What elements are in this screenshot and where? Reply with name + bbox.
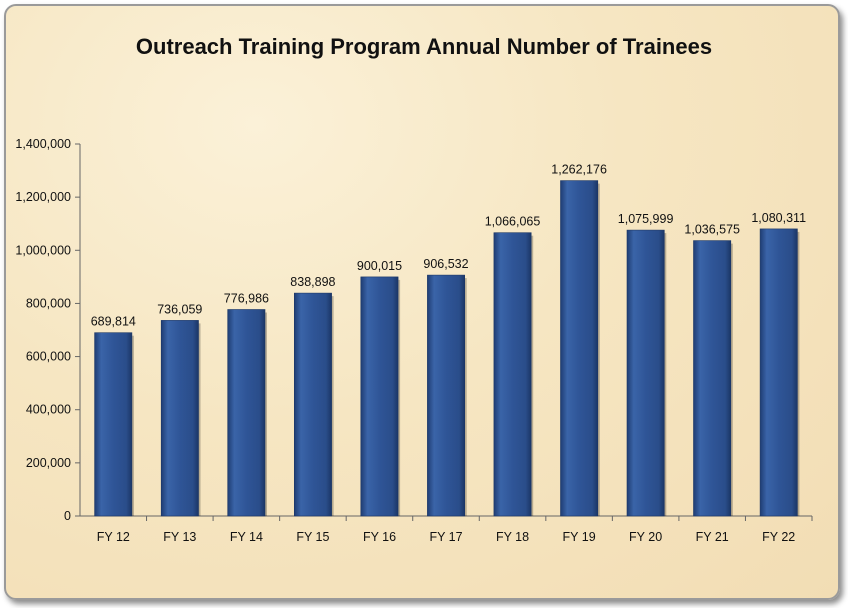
bar-value-label: 1,075,999 xyxy=(618,212,674,226)
x-tick-label: FY 20 xyxy=(629,530,662,544)
x-tick-label: FY 16 xyxy=(363,530,396,544)
bar xyxy=(560,180,599,517)
bar xyxy=(94,332,133,517)
bar xyxy=(293,292,332,517)
y-tick-label: 400,000 xyxy=(26,403,71,417)
y-tick-label: 600,000 xyxy=(26,350,71,364)
bar-value-label: 906,532 xyxy=(423,257,468,271)
y-tick-label: 800,000 xyxy=(26,296,71,310)
x-tick-label: FY 17 xyxy=(429,530,462,544)
y-tick-label: 1,400,000 xyxy=(15,137,71,151)
bar-value-label: 1,036,575 xyxy=(684,223,740,237)
bar xyxy=(160,320,199,517)
bar-value-label: 900,015 xyxy=(357,259,402,273)
bar-value-label: 838,898 xyxy=(290,275,335,289)
bar xyxy=(360,276,399,517)
chart-axes: 0 200,000 400,000 600,000 800,000 1,000,000 1,… xyxy=(15,137,813,544)
bar xyxy=(427,274,465,517)
bar xyxy=(227,309,266,517)
bar-value-label: 736,059 xyxy=(157,302,202,316)
chart-title: Outreach Training Program Annual Number … xyxy=(135,34,713,59)
bar xyxy=(493,232,532,517)
y-tick-label: 1,000,000 xyxy=(15,243,71,257)
y-tick-label: 0 xyxy=(64,509,71,523)
y-tick-label: 200,000 xyxy=(26,456,71,470)
x-tick-label: FY 15 xyxy=(296,530,329,544)
x-tick-label: FY 12 xyxy=(97,530,130,544)
y-tick-label: 1,200,000 xyxy=(15,190,71,204)
bars-group xyxy=(94,180,800,517)
x-tick-label: FY 13 xyxy=(163,530,196,544)
bar-value-label: 1,262,176 xyxy=(551,163,607,177)
x-tick-label: FY 19 xyxy=(563,530,596,544)
bar xyxy=(759,228,798,517)
bar xyxy=(626,229,665,517)
bar-value-label: 1,080,311 xyxy=(751,211,806,225)
x-tick-label: FY 22 xyxy=(762,530,795,544)
data-labels-group: 689,814 736,059 776,986 838,898 900,015 906,5… xyxy=(91,163,806,329)
bar xyxy=(693,240,732,517)
bar-value-label: 1,066,065 xyxy=(485,215,541,229)
bar-value-label: 776,986 xyxy=(224,292,269,306)
bar-value-label: 689,814 xyxy=(91,315,136,329)
x-tick-label: FY 14 xyxy=(230,530,263,544)
x-tick-label: FY 21 xyxy=(696,530,729,544)
x-tick-label: FY 18 xyxy=(496,530,529,544)
